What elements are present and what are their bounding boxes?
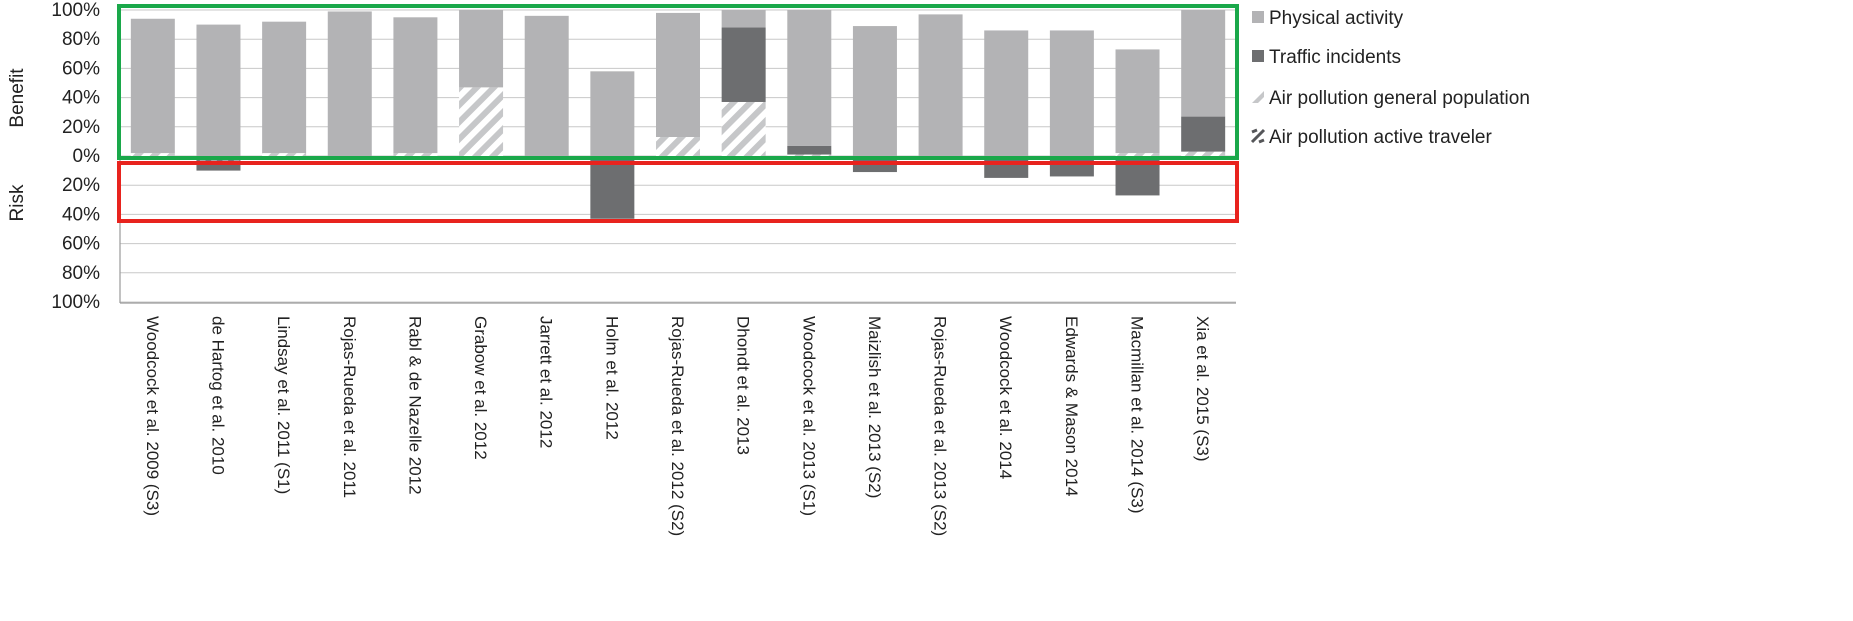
y-tick-label: 100%	[51, 0, 100, 21]
bar-segment	[721, 101, 766, 156]
bar-segment	[262, 21, 307, 154]
y-tick-label: 20%	[62, 175, 100, 196]
ylabel-benefit: Benefit	[7, 68, 28, 128]
bar-segment	[787, 10, 832, 146]
bar-segment	[524, 15, 569, 157]
y-tick-label: 80%	[62, 263, 100, 284]
x-tick-label: Dhondt et al. 2013	[734, 316, 753, 455]
y-tick-label: 80%	[62, 29, 100, 50]
bar-segment	[459, 87, 504, 156]
bar-segment	[1181, 151, 1226, 156]
legend-swatch	[1250, 128, 1266, 144]
x-tick-label: Woodcock et al. 2013 (S1)	[799, 316, 818, 516]
y-tick-labels: 100% 80% 60% 40% 20% 0% 20% 40% 60% 80% 100%	[51, 0, 100, 313]
highlight-boxes	[117, 4, 1239, 223]
bar-segment	[130, 153, 175, 156]
legend-swatch	[1252, 91, 1264, 103]
bar-segment	[1049, 30, 1094, 156]
bar-segment	[918, 14, 963, 156]
bar-segment	[590, 71, 635, 156]
benefit-highlight-box	[117, 4, 1239, 160]
bar-segment	[1115, 49, 1160, 154]
x-tick-label: Rojas-Rueda et al. 2012 (S2)	[668, 316, 687, 536]
bar-segment	[984, 30, 1029, 156]
y-tick-label: 40%	[62, 88, 100, 109]
bar-segment	[393, 153, 438, 156]
x-tick-labels: Woodcock et al. 2009 (S3) de Hartog et al…	[143, 316, 1212, 536]
x-tick-label: Woodcock et al. 2009 (S3)	[143, 316, 162, 516]
bar-segment	[196, 24, 241, 156]
bar-segment	[590, 156, 635, 219]
bar-segment	[1115, 153, 1160, 156]
y-axis-labels: Benefit Risk	[7, 68, 28, 222]
bar-segment	[852, 26, 897, 157]
bar-segment	[721, 27, 766, 102]
x-tick-label: de Hartog et al. 2010	[208, 316, 227, 475]
x-tick-label: Holm et al. 2012	[602, 316, 621, 440]
bar-segment	[327, 11, 372, 156]
bar-segment	[721, 10, 766, 28]
legend-label: Air pollution general population	[1269, 88, 1530, 109]
y-tick-label: 0%	[73, 146, 101, 167]
legend-label: Physical activity	[1269, 8, 1404, 29]
bar-segment	[393, 17, 438, 154]
bar-segment	[196, 160, 241, 171]
legend-label: Air pollution active traveler	[1269, 127, 1492, 148]
risk-highlight-box	[117, 161, 1239, 223]
y-tick-label: 100%	[51, 292, 100, 313]
x-tick-label: Woodcock et al. 2014	[996, 316, 1015, 479]
bar-segment	[262, 153, 307, 156]
legend-label: Traffic incidents	[1269, 47, 1401, 68]
bar-segment	[1181, 10, 1226, 117]
bars	[130, 10, 1226, 219]
y-tick-label: 60%	[62, 58, 100, 79]
x-tick-label: Jarrett et al. 2012	[537, 316, 556, 448]
bar-segment	[459, 10, 504, 88]
x-tick-label: Maizlish et al. 2013 (S2)	[865, 316, 884, 498]
x-tick-label: Lindsay et al. 2011 (S1)	[274, 316, 293, 494]
y-tick-label: 60%	[62, 234, 100, 255]
bar-segment	[656, 12, 700, 138]
legend: Physical activity Traffic incidents Air po…	[1250, 8, 1530, 148]
bar-segment	[1181, 116, 1226, 152]
bar-segment	[656, 137, 700, 156]
legend-swatch	[1252, 11, 1264, 23]
legend-swatch	[1252, 50, 1264, 62]
x-tick-label: Rojas-Rueda et al. 2011	[340, 316, 359, 498]
y-tick-label: 20%	[62, 117, 100, 138]
x-tick-label: Rojas-Rueda et al. 2013 (S2)	[931, 316, 950, 536]
x-tick-label: Macmillan et al. 2014 (S3)	[1128, 316, 1147, 513]
x-tick-label: Rabl & de Nazelle 2012	[405, 316, 424, 495]
y-tick-label: 40%	[62, 204, 100, 225]
x-tick-label: Xia et al. 2015 (S3)	[1193, 316, 1212, 462]
bar-segment	[130, 18, 175, 154]
ylabel-risk: Risk	[7, 184, 28, 221]
bar-segment	[787, 145, 832, 155]
x-tick-label: Edwards & Mason 2014	[1062, 316, 1081, 497]
bar-segment	[787, 154, 832, 156]
x-tick-label: Grabow et al. 2012	[471, 316, 490, 460]
